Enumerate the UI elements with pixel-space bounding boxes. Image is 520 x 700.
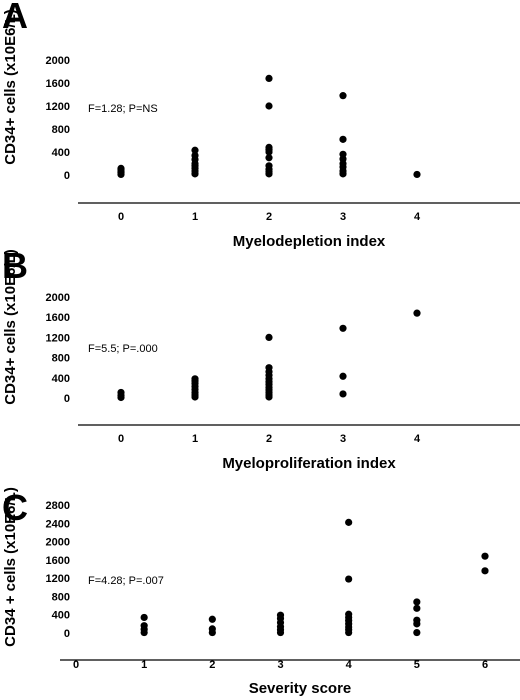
y-tick-label: 1200 <box>46 101 70 113</box>
x-tick-label: 4 <box>346 659 353 671</box>
data-point <box>117 388 125 397</box>
y-tick-label: 800 <box>52 353 70 365</box>
x-tick-label: 0 <box>73 659 79 671</box>
data-point <box>413 604 421 612</box>
data-point <box>481 552 489 560</box>
x-tick-label: 2 <box>266 433 272 445</box>
data-point <box>265 102 273 110</box>
data-point <box>265 74 273 82</box>
y-tick-label: 2800 <box>46 500 70 512</box>
data-point <box>339 390 347 398</box>
y-tick-label: 1600 <box>46 312 70 324</box>
y-tick-label: 1600 <box>46 78 70 90</box>
data-point <box>140 622 148 630</box>
data-point <box>339 324 347 332</box>
y-axis-label: CD34+ cells (x10E6/L) <box>2 249 19 405</box>
data-point <box>208 615 216 623</box>
data-point <box>413 628 421 637</box>
y-tick-label: 2000 <box>46 537 70 549</box>
x-tick-label: 3 <box>277 659 283 671</box>
y-axis-label: CD34 + cells (x10E6/L) <box>2 487 19 647</box>
data-point <box>413 598 421 606</box>
x-tick-label: 4 <box>414 211 421 223</box>
data-point <box>117 164 125 172</box>
stat-annotation: F=5.5; P=.000 <box>88 343 158 355</box>
y-tick-label: 0 <box>64 393 70 405</box>
data-point <box>265 154 273 162</box>
data-point <box>208 625 216 633</box>
data-point <box>339 135 347 143</box>
x-tick-label: 2 <box>266 211 272 223</box>
x-axis-label: Severity score <box>249 680 352 697</box>
data-point <box>413 616 421 624</box>
stat-annotation: F=4.28; P=.007 <box>88 575 164 587</box>
y-tick-label: 1200 <box>46 332 70 344</box>
data-point <box>481 567 489 575</box>
x-tick-label: 3 <box>340 433 346 445</box>
x-tick-label: 3 <box>340 211 346 223</box>
data-point <box>265 162 273 170</box>
y-tick-label: 1200 <box>46 573 70 585</box>
x-tick-label: 6 <box>482 659 488 671</box>
data-point <box>265 143 273 151</box>
panel-letter: C <box>2 487 28 528</box>
x-axis-label: Myelodepletion index <box>233 233 386 250</box>
x-tick-label: 1 <box>192 433 198 445</box>
y-tick-label: 1600 <box>46 555 70 567</box>
y-tick-label: 0 <box>64 628 70 640</box>
y-tick-label: 400 <box>52 610 70 622</box>
data-point <box>191 151 199 160</box>
x-tick-label: 1 <box>141 659 147 671</box>
x-tick-label: 5 <box>414 659 420 671</box>
data-point <box>140 613 148 622</box>
panel-letter: B <box>2 245 28 286</box>
y-tick-label: 2000 <box>46 292 70 304</box>
data-point <box>345 575 353 583</box>
data-point <box>345 518 353 526</box>
x-axis-label: Myeloproliferation index <box>222 455 396 472</box>
data-point <box>413 170 421 179</box>
x-tick-label: 0 <box>118 433 124 445</box>
y-axis-label: CD34+ cells (x10E6/L) <box>2 9 19 165</box>
panel-letter: A <box>2 0 28 36</box>
y-tick-label: 800 <box>52 591 70 603</box>
data-point <box>276 611 285 619</box>
stat-annotation: F=1.28; P=NS <box>88 103 158 115</box>
y-tick-label: 400 <box>52 373 70 385</box>
y-tick-label: 2000 <box>46 55 70 67</box>
y-tick-label: 400 <box>52 147 70 159</box>
y-tick-label: 2400 <box>46 518 70 530</box>
data-point <box>339 372 347 380</box>
data-point <box>191 146 199 154</box>
x-tick-label: 2 <box>209 659 215 671</box>
data-point <box>339 150 347 158</box>
data-point <box>413 309 421 317</box>
y-tick-label: 0 <box>64 170 70 182</box>
data-point <box>191 375 199 383</box>
y-tick-label: 800 <box>52 124 70 136</box>
data-point <box>339 92 347 100</box>
data-point <box>345 610 353 618</box>
x-tick-label: 0 <box>118 211 124 223</box>
data-point <box>265 333 273 341</box>
data-point <box>265 364 273 372</box>
x-tick-label: 1 <box>192 211 198 223</box>
x-tick-label: 4 <box>414 433 421 445</box>
